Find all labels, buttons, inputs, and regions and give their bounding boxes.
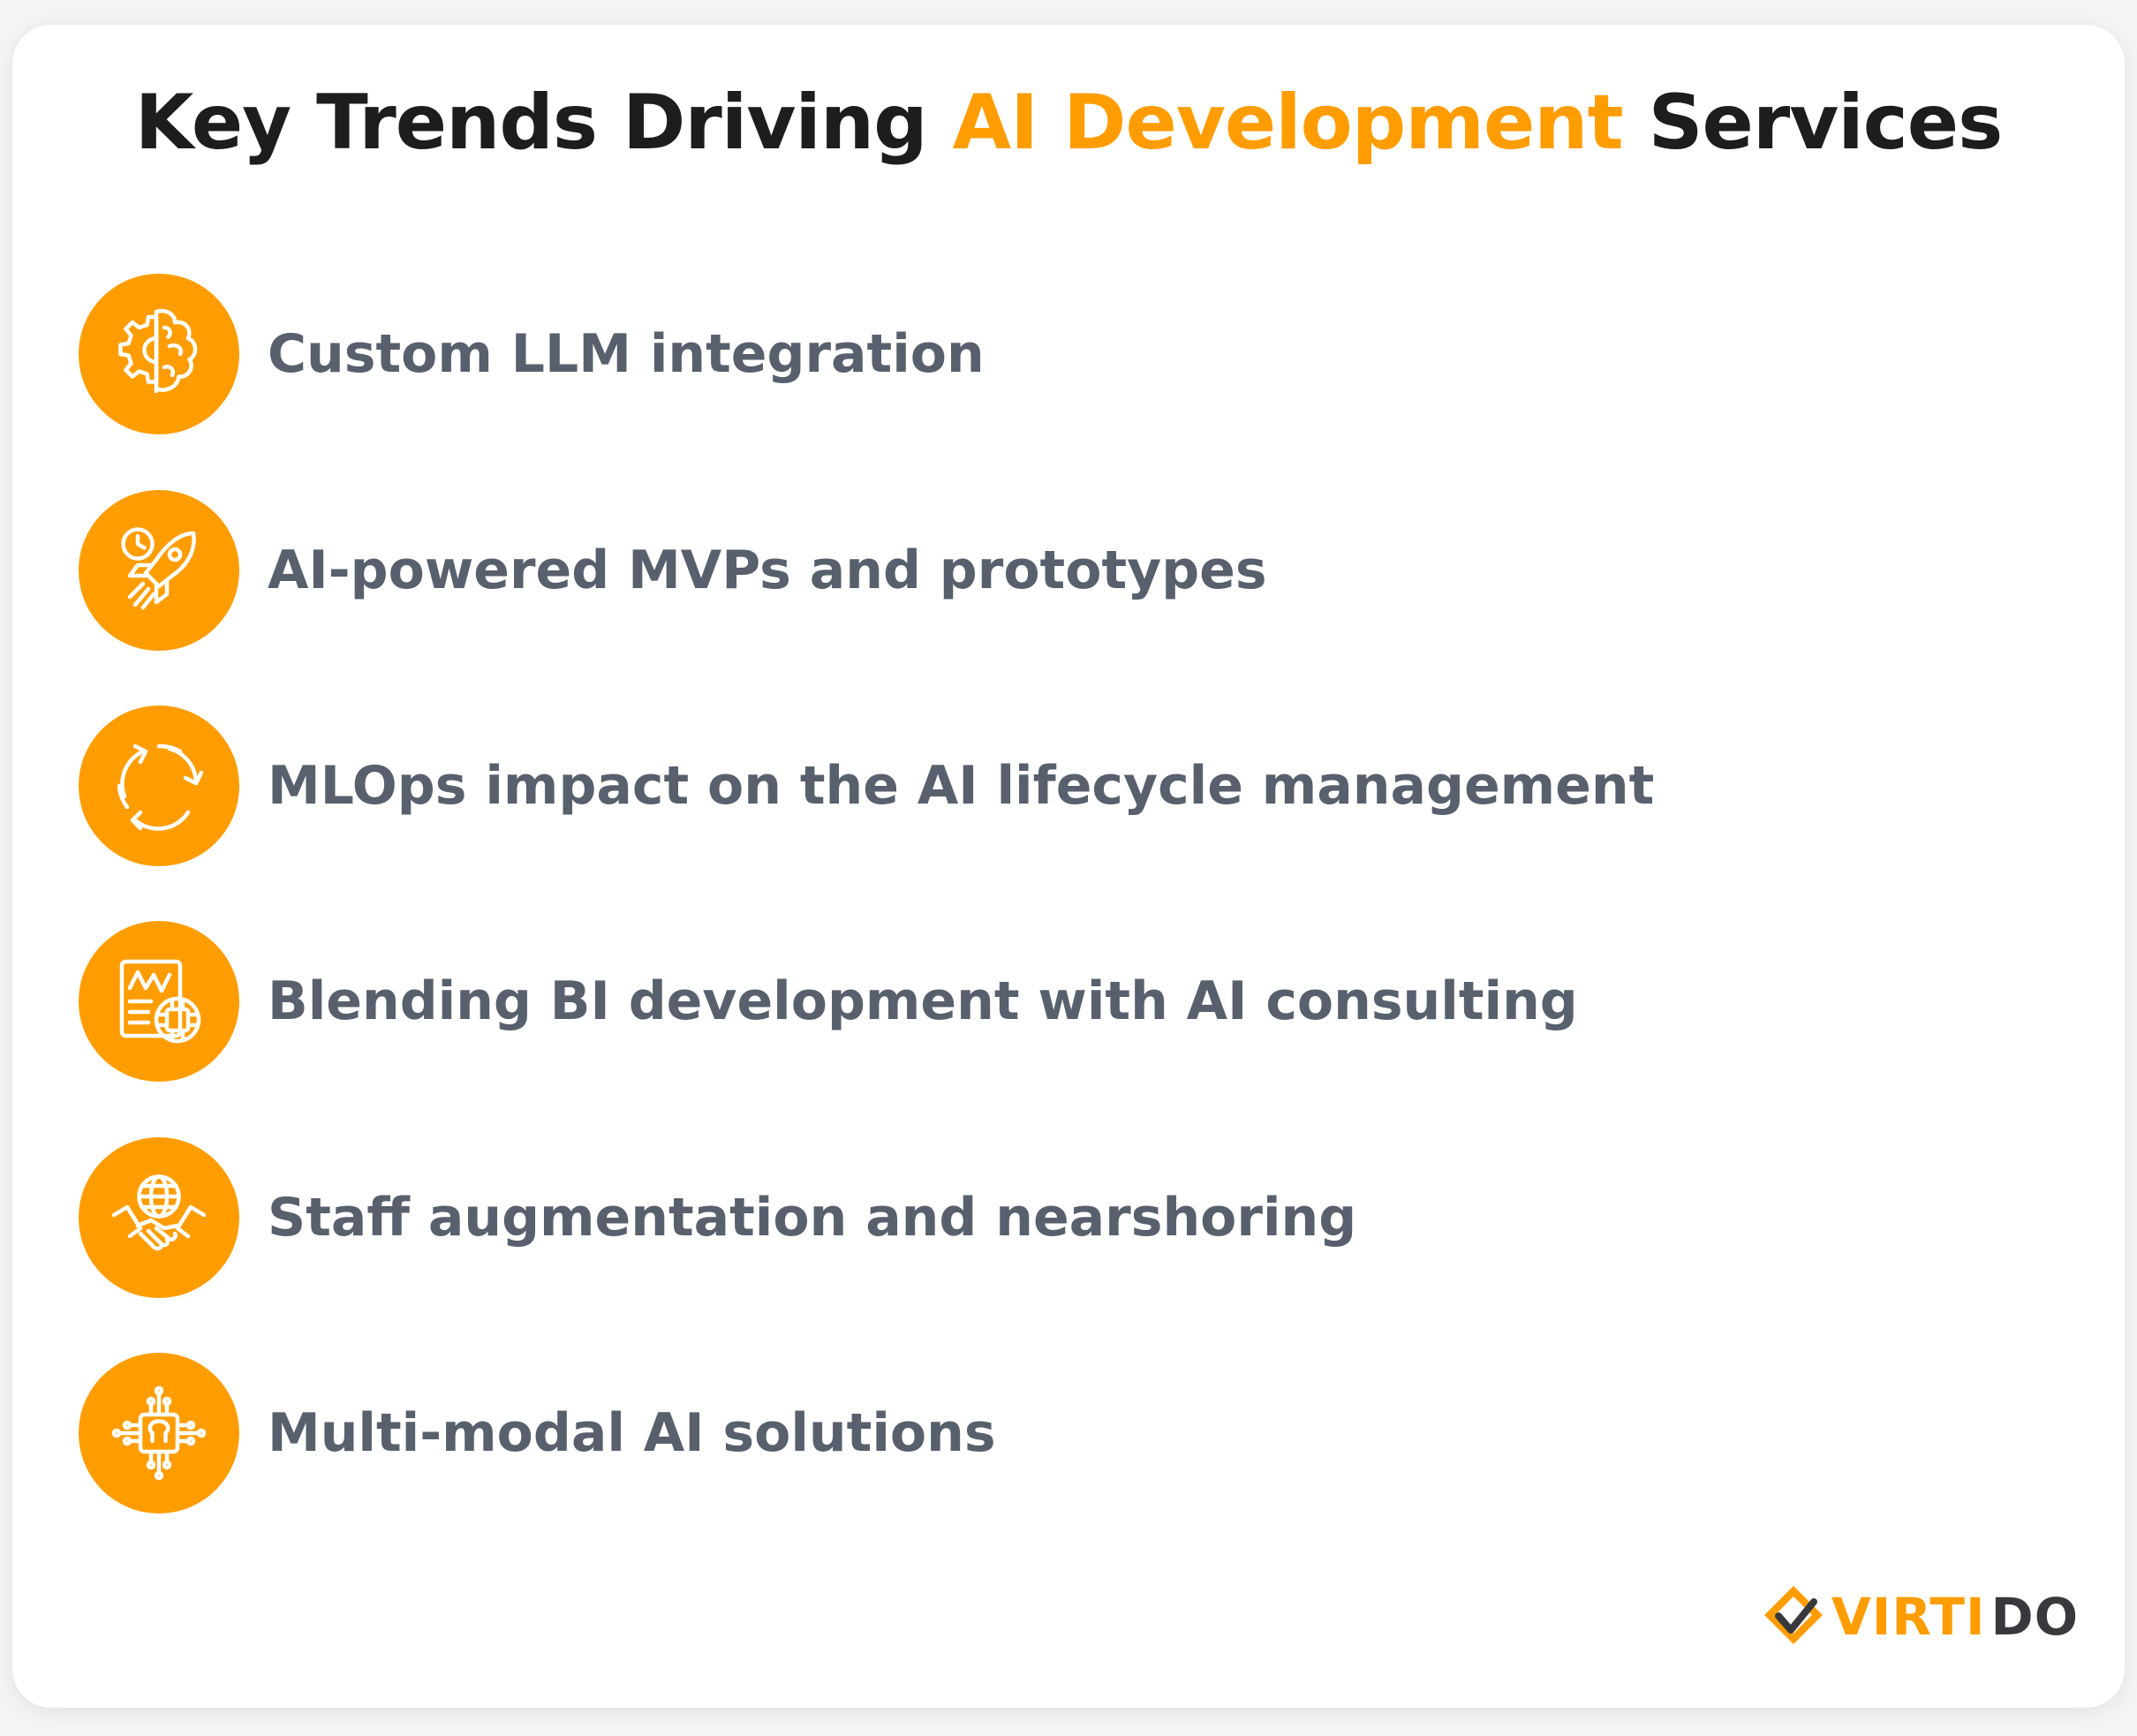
- globe-handshake-icon: [111, 1174, 207, 1251]
- title-part-1: Key Trends Driving: [134, 79, 928, 167]
- trend-icon-circle: [79, 921, 239, 1082]
- trend-icon-circle: [79, 1353, 239, 1513]
- trend-item-bi-ai: Blending BI development with AI consulti…: [79, 921, 1578, 1082]
- ai-chip-circuit-icon: [111, 1385, 207, 1481]
- trend-label: Staff augmentation and nearshoring: [268, 1187, 1357, 1249]
- checkmark-diamond-icon: [1763, 1586, 1823, 1644]
- trend-label: Custom LLM integration: [268, 323, 985, 385]
- trend-item-custom-llm: Custom LLM integration: [79, 274, 985, 434]
- trend-label: Multi-modal AI solutions: [268, 1402, 996, 1464]
- logo-text-do: DO: [1990, 1587, 2079, 1647]
- rocket-clock-icon: [121, 527, 196, 610]
- title-part-2: Services: [1648, 79, 2004, 167]
- cycle-arrows-icon: [117, 743, 204, 831]
- trend-label: AI-powered MVPs and prototypes: [268, 540, 1267, 601]
- trend-icon-circle: [79, 274, 239, 434]
- trend-item-ai-mvps: AI-powered MVPs and prototypes: [79, 490, 1267, 651]
- trend-label: MLOps impact on the AI lifecycle managem…: [268, 755, 1655, 817]
- page-title: Key Trends Driving AI Development Servic…: [0, 85, 2137, 161]
- infographic-card: [12, 25, 2125, 1708]
- title-highlight: AI Development: [952, 79, 1624, 167]
- brain-gear-icon: [118, 309, 198, 394]
- trend-icon-circle: [79, 1137, 239, 1298]
- trend-icon-circle: [79, 490, 239, 651]
- trend-label: Blending BI development with AI consulti…: [268, 970, 1578, 1032]
- trend-item-staff: Staff augmentation and nearshoring: [79, 1137, 1356, 1298]
- trend-item-mlops: MLOps impact on the AI lifecycle managem…: [79, 706, 1654, 866]
- trend-icon-circle: [79, 706, 239, 866]
- virtido-logo: VIRTI DO: [1761, 1582, 2079, 1651]
- chart-ai-chip-icon: [119, 959, 201, 1044]
- trend-item-multimodal: Multi-modal AI solutions: [79, 1353, 996, 1513]
- logo-text-virti: VIRTI: [1831, 1587, 1986, 1647]
